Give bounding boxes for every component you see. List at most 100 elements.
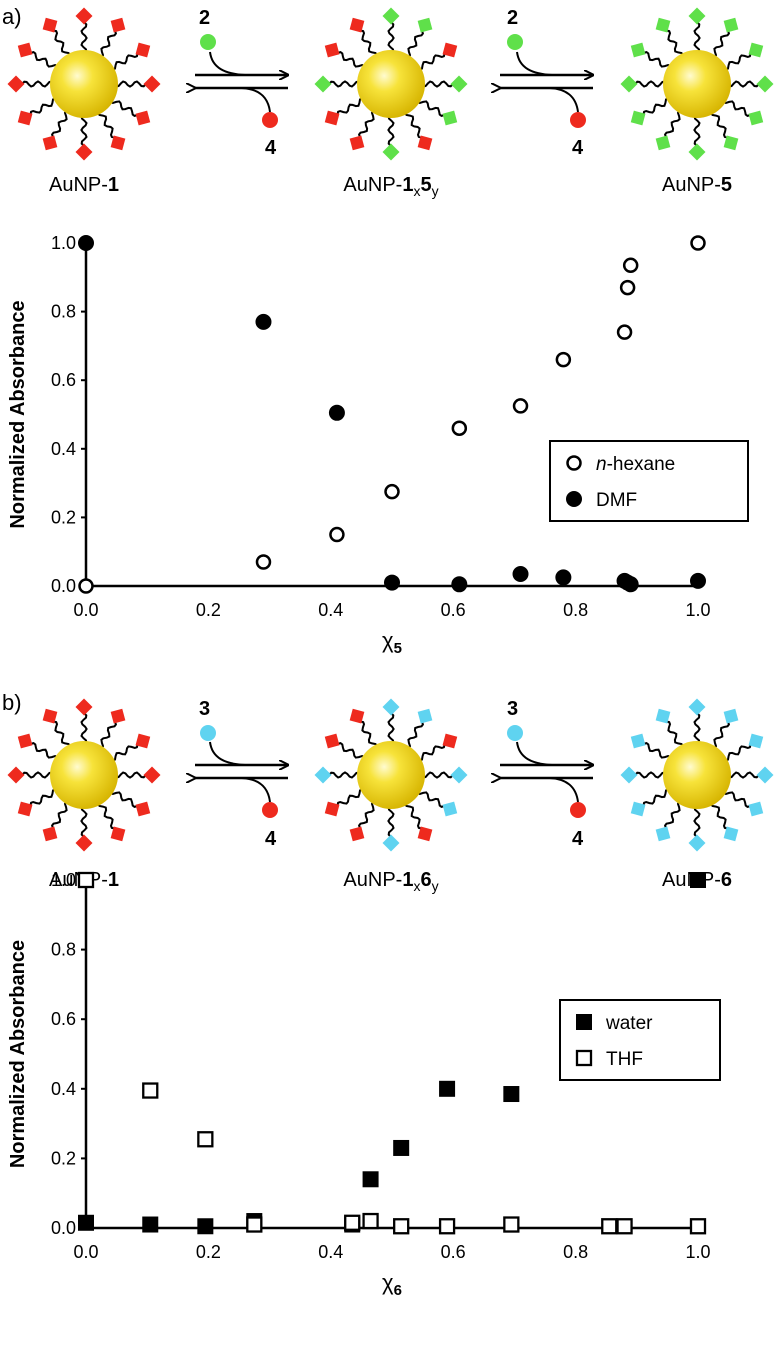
data-point [451, 576, 468, 593]
ligand-chain [693, 113, 701, 147]
series-hexane [78, 235, 706, 594]
legend-box [559, 999, 721, 1081]
reagent-out-bead [262, 112, 278, 128]
data-point [616, 324, 633, 340]
data-point [575, 1049, 593, 1067]
ligand-chain [726, 80, 760, 88]
series-thf [77, 871, 707, 1235]
ligand-headgroup [324, 110, 340, 126]
nanoparticle-mixed-b [314, 698, 468, 852]
ligand-chain [404, 800, 423, 830]
ligand-headgroup [110, 708, 126, 724]
ligand-headgroup [7, 766, 25, 784]
ligand-headgroup [382, 834, 400, 852]
equilibrium-arrows-a1: 2 4 [195, 7, 288, 159]
np-label-b2: AuNP-1x6y [343, 869, 438, 894]
legend-entry: water [576, 1013, 653, 1034]
y-axis-title: Normalized Absorbance [7, 940, 29, 1168]
data-point [77, 871, 95, 889]
data-point [78, 578, 94, 594]
np-label-a1: AuNP-1 [49, 174, 119, 196]
gold-core [663, 50, 731, 118]
ligand-chain [664, 109, 683, 138]
chart-b: 0.0 0.2 0.4 0.6 0.8 1.0 0.0 0.2 0.4 0.6 0.8 1.0 χ6 No… [7, 870, 721, 1299]
ligand-chain [722, 743, 752, 762]
ligand-chain [336, 788, 366, 807]
data-point [512, 565, 529, 582]
ligand-headgroup [349, 135, 365, 151]
legend-entry: DMF [566, 490, 637, 511]
reagent-in-label-b1: 3 [199, 698, 210, 720]
ligand-headgroup [143, 75, 161, 93]
data-point [362, 1171, 379, 1188]
ligand-headgroup [723, 826, 739, 842]
ligand-headgroup [75, 698, 93, 716]
y-tick-label: 0.2 [51, 1148, 76, 1168]
y-tick-label: 1.0 [51, 870, 76, 890]
ligand-chain [80, 712, 88, 746]
x-tick-label: 0.0 [73, 600, 98, 620]
legend: water THF [559, 999, 721, 1081]
ligand-headgroup [655, 826, 671, 842]
ligand-chain [359, 29, 378, 59]
ligand-headgroup [723, 708, 739, 724]
reagent-out-bead [570, 802, 586, 818]
ligand-chain [21, 771, 55, 779]
ligand-headgroup [382, 698, 400, 716]
data-point [451, 420, 468, 436]
ligand-chain [387, 712, 395, 746]
data-point [622, 576, 639, 593]
ligand-chain [634, 80, 668, 88]
data-point [255, 313, 272, 330]
ligand-headgroup [7, 75, 25, 93]
ligand-headgroup [42, 708, 58, 724]
ligand-chain [21, 80, 55, 88]
data-point [328, 404, 345, 421]
data-point [566, 491, 582, 507]
y-tick-label: 0.0 [51, 576, 76, 596]
ligand-chain [405, 30, 424, 59]
reagent-out-label-a1: 4 [265, 137, 277, 159]
ligand-headgroup [620, 75, 638, 93]
data-point [329, 526, 345, 543]
reagent-out-label-a2: 4 [572, 137, 584, 159]
ligand-chain [387, 113, 395, 147]
ligand-chain [416, 743, 446, 762]
ligand-headgroup [723, 135, 739, 151]
ligand-headgroup [688, 834, 706, 852]
ligand-chain [693, 21, 701, 55]
ligand-headgroup [42, 17, 58, 33]
ligand-chain [30, 51, 59, 70]
ligand-headgroup [42, 135, 58, 151]
ligand-headgroup [442, 733, 458, 749]
ligand-chain [711, 721, 730, 750]
ligand-chain [328, 80, 362, 88]
x-tick-label: 0.6 [441, 600, 466, 620]
ligand-headgroup [655, 17, 671, 33]
ligand-headgroup [75, 834, 93, 852]
y-tick-label: 0.0 [51, 1218, 76, 1238]
data-point [689, 1218, 707, 1235]
np-label-a2: AuNP-1x5y [343, 174, 438, 199]
ligand-chain [416, 789, 445, 808]
ligand-headgroup [324, 733, 340, 749]
ligand-chain [109, 789, 138, 808]
legend-label: n-hexane [596, 454, 675, 475]
ligand-chain [643, 51, 672, 70]
ligand-headgroup [417, 826, 433, 842]
ligand-chain [52, 29, 71, 59]
y-tick-label: 0.8 [51, 940, 76, 960]
ligand-headgroup [75, 7, 93, 25]
ligand-headgroup [17, 733, 33, 749]
y-tick-label: 1.0 [51, 233, 76, 253]
y-tick-label: 0.2 [51, 507, 76, 527]
ligand-chain [80, 113, 88, 147]
ligand-headgroup [349, 708, 365, 724]
ligand-headgroup [630, 733, 646, 749]
ligand-headgroup [630, 801, 646, 817]
panel-a-label: a) [2, 4, 22, 29]
ligand-chain [405, 721, 424, 750]
data-point [78, 235, 94, 251]
chart-a: 0.0 0.2 0.4 0.6 0.8 1.0 0.0 0.2 0.4 0.6 0.8 1.0 χ5 No… [7, 233, 749, 657]
legend: n-hexane DMF [549, 440, 749, 522]
